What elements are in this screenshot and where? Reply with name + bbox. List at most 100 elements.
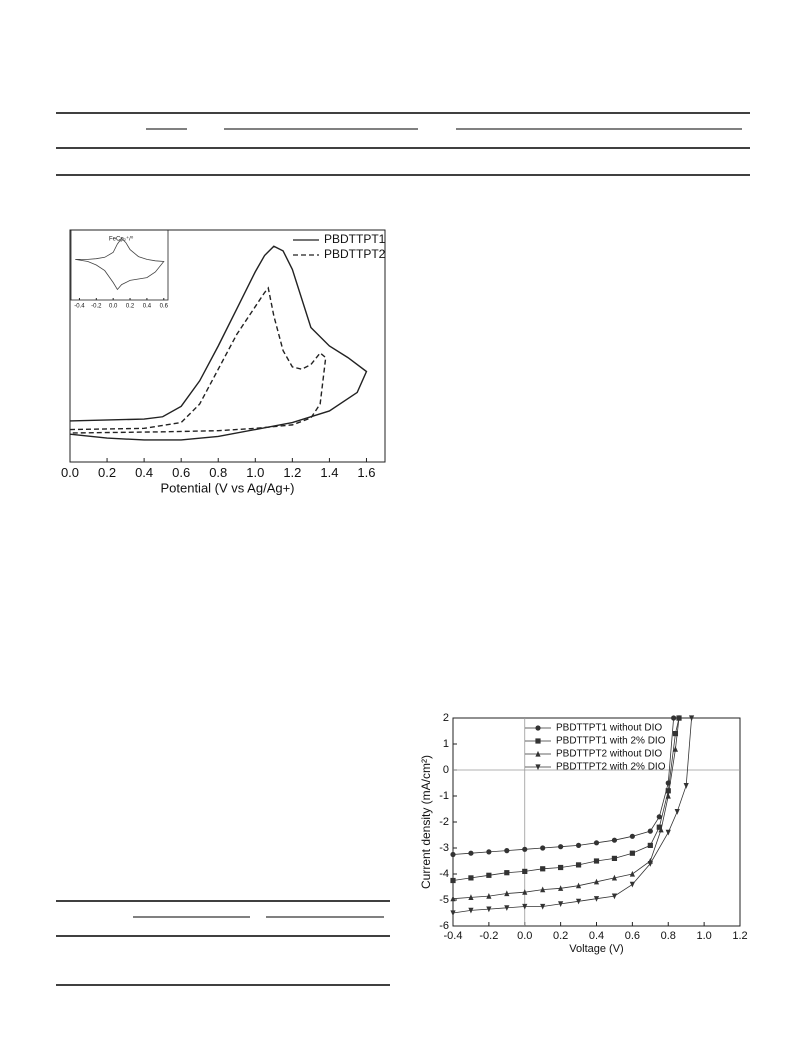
y-tick-label: -6 — [439, 920, 449, 932]
data-point — [450, 895, 456, 902]
data-point — [665, 788, 671, 794]
data-line — [453, 718, 692, 914]
plot-frame — [69, 229, 386, 463]
data-point — [688, 715, 695, 722]
data-point — [504, 890, 510, 897]
x-tick-label: 0.0 — [109, 304, 118, 310]
data-point — [558, 864, 564, 871]
data-point — [665, 829, 671, 836]
x-tick-label: 0.8 — [661, 930, 676, 942]
x-tick-label: 0.6 — [160, 304, 169, 310]
data-line — [70, 286, 327, 434]
x-tick-label: 1.2 — [283, 465, 301, 480]
data-point — [450, 851, 456, 858]
data-point — [486, 906, 492, 913]
legend-label: PBDTTPT1 — [324, 232, 386, 246]
data-point — [683, 783, 689, 789]
data-point — [575, 842, 582, 849]
data-point — [540, 845, 546, 851]
x-axis-label: Potential (V vs Ag/Ag+) — [160, 481, 294, 496]
data-point — [522, 889, 528, 895]
y-axis-label: Current density (mA/cm²) — [419, 755, 433, 889]
data-point — [611, 874, 618, 881]
data-point — [611, 893, 618, 900]
x-tick-label: 1.6 — [357, 465, 375, 480]
data-point — [468, 875, 474, 881]
data-point — [468, 894, 474, 900]
data-point — [647, 828, 653, 834]
x-tick-label: -0.4 — [444, 930, 463, 942]
data-point — [665, 792, 671, 799]
x-tick-label: 1.2 — [732, 930, 747, 942]
x-tick-label: -0.2 — [91, 304, 102, 310]
legend-label: PBDTTPT1 without DIO — [556, 723, 662, 734]
data-point — [656, 824, 662, 830]
x-tick-label: 0.8 — [209, 465, 227, 480]
data-point — [629, 850, 635, 856]
data-point — [575, 862, 582, 868]
data-point — [468, 907, 474, 914]
data-point — [468, 850, 474, 856]
data-line — [453, 718, 680, 881]
x-tick-label: 1.0 — [246, 465, 264, 480]
legend-label: PBDTTPT1 with 2% DIO — [556, 736, 666, 747]
data-point — [575, 898, 582, 905]
data-point — [535, 764, 541, 771]
y-tick-label: 2 — [443, 712, 449, 724]
plot-frame — [70, 229, 169, 301]
data-line — [75, 237, 165, 291]
x-tick-label: 0.6 — [172, 465, 190, 480]
data-point — [676, 714, 682, 721]
data-point — [486, 849, 492, 855]
data-line — [70, 245, 368, 441]
data-point — [522, 868, 528, 874]
data-point — [486, 893, 492, 899]
data-point — [611, 837, 618, 843]
data-point — [672, 746, 679, 752]
data-point — [540, 886, 546, 893]
legend-label: PBDTTPT2 with 2% DIO — [556, 762, 666, 773]
data-point — [558, 901, 564, 907]
data-point — [535, 738, 541, 744]
data-point — [575, 882, 582, 889]
x-tick-label: 1.0 — [696, 930, 711, 942]
x-tick-label: 0.4 — [143, 304, 152, 310]
data-point — [450, 877, 456, 884]
data-point — [611, 855, 618, 861]
x-tick-label: 0.4 — [135, 465, 153, 480]
data-point — [593, 878, 600, 885]
data-point — [656, 814, 662, 820]
y-tick-label: -2 — [439, 816, 449, 828]
y-tick-label: 1 — [443, 738, 449, 750]
data-point — [671, 715, 677, 721]
data-point — [593, 858, 600, 864]
legend-label: PBDTTPT2 without DIO — [556, 749, 662, 760]
x-tick-label: 0.2 — [553, 930, 568, 942]
data-point — [558, 885, 564, 891]
data-point — [540, 866, 546, 872]
data-point — [629, 833, 635, 839]
data-point — [593, 896, 600, 902]
legend-label: PBDTTPT2 — [324, 247, 386, 261]
x-tick-label: 0.2 — [126, 304, 135, 310]
x-tick-label: 0.0 — [517, 930, 532, 942]
x-tick-label: 0.4 — [589, 930, 604, 942]
x-tick-label: -0.4 — [74, 304, 85, 310]
data-point — [450, 910, 456, 917]
data-point — [558, 844, 564, 850]
data-point — [522, 903, 528, 910]
data-point — [629, 881, 635, 888]
y-tick-label: -5 — [439, 894, 449, 906]
data-point — [674, 809, 680, 815]
data-point — [647, 842, 653, 848]
x-axis-label: Voltage (V) — [569, 943, 623, 955]
data-point — [647, 861, 653, 867]
data-point — [504, 905, 510, 911]
data-line — [453, 718, 680, 900]
data-point — [672, 731, 679, 737]
data-point — [540, 903, 546, 910]
data-point — [629, 870, 635, 877]
data-point — [522, 846, 528, 852]
